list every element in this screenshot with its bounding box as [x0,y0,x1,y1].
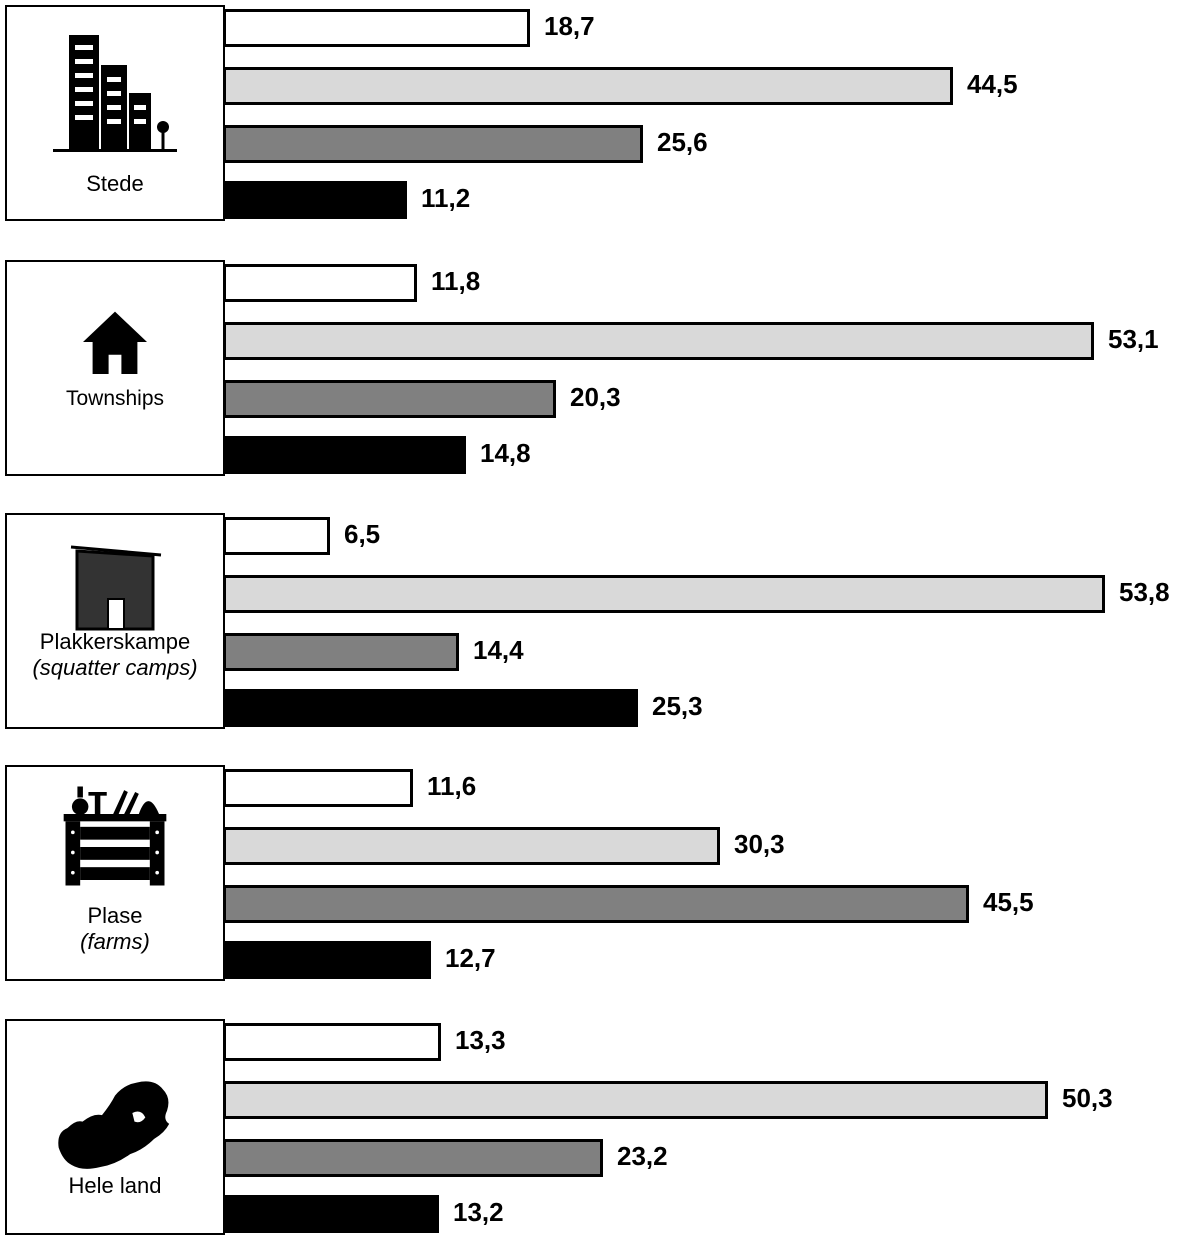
bar-series-1 [223,264,417,302]
category-label: Hele land [68,1173,162,1198]
category-label: Townships [65,387,165,410]
vegetable-crate-icon [63,786,167,886]
category-label-box: Stede [5,5,225,221]
bar-series-3 [223,633,459,671]
bar-value-label: 25,6 [657,127,708,157]
south-africa-map-icon [58,1081,170,1169]
bar-series-4 [223,181,407,219]
bar-value-label: 30,3 [734,829,785,859]
bar-value-label: 11,6 [427,771,477,801]
bar-series-3 [223,885,969,923]
bar-series-2 [223,575,1105,613]
shack-icon [70,545,162,631]
bar-value-label: 14,4 [473,635,524,665]
bar-value-label: 14,8 [480,438,531,468]
bar-series-1 [223,1023,441,1061]
bar-series-2 [223,827,720,865]
bar-series-3 [223,380,556,418]
category-group: Hele land 13,3 50,3 23,2 13,2 [5,1019,1189,1235]
bar-value-label: 11,2 [421,183,471,213]
bar-value-label: 11,8 [431,266,481,296]
bar-value-label: 25,3 [652,691,703,721]
bar-value-label: 23,2 [617,1141,668,1171]
bar-value-label: 12,7 [445,943,496,973]
category-label: Plase [87,903,143,928]
bar-series-2 [223,67,953,105]
bar-series-3 [223,125,643,163]
bar-value-label: 50,3 [1062,1083,1113,1113]
category-label: Stede [86,171,144,196]
house-icon [83,311,147,374]
category-group: Plakkerskampe (squatter camps) 6,5 53,8 14,4… [5,513,1189,729]
bar-series-2 [223,1081,1048,1119]
bar-value-label: 44,5 [967,69,1018,99]
bar-value-label: 13,3 [455,1025,506,1055]
bar-value-label: 6,5 [344,519,381,549]
bar-series-3 [223,1139,603,1177]
bar-series-2 [223,322,1094,360]
category-label-box: Hele land [5,1019,225,1235]
bar-series-4 [223,436,466,474]
bar-series-4 [223,941,431,979]
bar-series-1 [223,9,530,47]
bar-value-label: 20,3 [570,382,621,412]
bar-series-1 [223,769,413,807]
category-sublabel: (farms) [80,929,150,954]
category-group: Townships 11,8 53,1 20,3 14,8 [5,260,1189,476]
category-label-box: Plakkerskampe (squatter camps) [5,513,225,729]
bar-series-1 [223,517,330,555]
bar-value-label: 45,5 [983,887,1034,917]
bar-value-label: 53,8 [1119,577,1170,607]
category-group: Plase (farms) 11,6 30,3 45,5 12,7 [5,765,1189,981]
category-label: Plakkerskampe [39,629,191,654]
bar-value-label: 53,1 [1108,324,1159,354]
bar-series-4 [223,689,638,727]
bar-value-label: 13,2 [453,1197,504,1227]
category-sublabel: (squatter camps) [32,655,198,680]
category-group: Stede 18,7 44,5 25,6 11,2 [5,5,1189,221]
city-buildings-icon [53,35,177,152]
category-label-box: Plase (farms) [5,765,225,981]
bar-series-4 [223,1195,439,1233]
category-label-box: Townships [5,260,225,476]
bar-value-label: 18,7 [544,11,595,41]
